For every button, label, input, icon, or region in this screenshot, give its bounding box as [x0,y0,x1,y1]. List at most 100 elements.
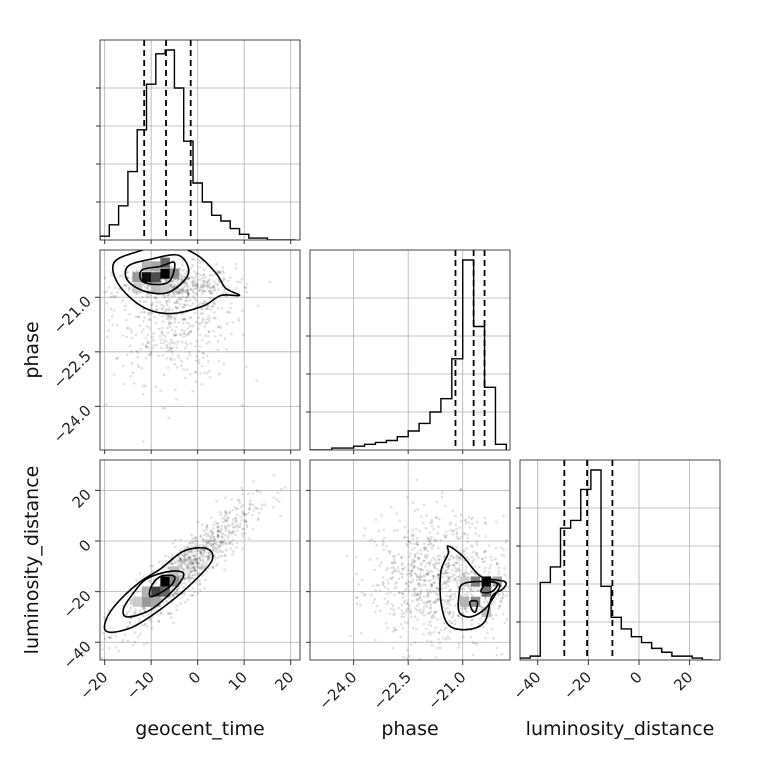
scatter-point [410,580,414,583]
scatter-point [183,272,186,275]
scatter-point [392,529,396,533]
scatter-point [389,505,393,509]
scatter-point [180,278,184,282]
scatter-point [184,299,187,303]
scatter-point [471,545,474,548]
scatter-point [215,262,219,266]
scatter-point [177,555,181,558]
scatter-point [396,566,400,570]
scatter-point [413,591,417,595]
scatter-point [385,602,389,606]
y-tick-label: −21.0 [50,292,95,337]
scatter-point [419,591,422,594]
scatter-point [167,314,171,318]
scatter-point [381,583,385,587]
scatter-point [432,563,435,566]
scatter-point [178,576,182,579]
scatter-point [140,366,144,370]
scatter-point [251,503,255,507]
scatter-point [427,612,430,615]
scatter-point [203,587,207,590]
scatter-point [394,628,397,632]
scatter-point [484,556,488,559]
scatter-point [166,566,170,569]
scatter-point [110,271,113,274]
scatter-point [175,306,178,310]
scatter-point [94,277,97,280]
scatter-point [426,573,429,576]
scatter-point [441,575,445,579]
scatter-point [435,586,438,589]
scatter-point [197,316,201,320]
scatter-point [228,512,231,515]
scatter-point [418,568,421,571]
scatter-point [483,570,486,573]
scatter-point [451,616,454,619]
contour-line [122,570,185,618]
scatter-point [210,548,214,552]
panel-geocent_time-phase-frame [99,249,301,451]
scatter-point [195,553,198,556]
scatter-point [427,561,431,565]
scatter-point [208,290,212,293]
scatter-point [200,562,203,566]
scatter-point [460,607,463,610]
scatter-point [247,507,251,511]
scatter-point [475,552,478,556]
scatter-point [202,559,205,563]
scatter-point [160,308,164,311]
scatter-point [170,295,174,298]
scatter-point [187,277,191,280]
scatter-point [470,555,474,559]
scatter-point [430,583,433,586]
scatter-point [219,540,222,544]
scatter-point [156,468,159,471]
panel-geocent_time-luminosity_distance-grid [100,460,300,660]
scatter-point [193,557,196,561]
scatter-point [230,332,233,336]
scatter-point [483,550,487,554]
scatter-point [400,575,404,579]
scatter-point [404,582,408,586]
scatter-point [427,631,431,634]
scatter-point [413,546,416,550]
scatter-point [174,342,178,346]
scatter-point [430,570,434,573]
scatter-point [409,581,413,584]
scatter-point [425,600,428,604]
scatter-point [422,622,426,626]
scatter-point [208,286,212,290]
scatter-point [356,596,359,599]
scatter-point [196,520,200,524]
scatter-point [163,406,167,410]
scatter-point [220,540,224,543]
scatter-point [388,612,392,616]
scatter-point [207,289,210,293]
scatter-point [182,289,185,292]
scatter-point [241,489,244,492]
scatter-point [226,537,230,540]
scatter-point [432,577,436,580]
scatter-point [165,302,169,305]
scatter-point [170,265,173,268]
scatter-point [487,544,491,547]
scatter-point [172,292,175,296]
scatter-point [233,526,236,529]
scatter-point [449,554,453,558]
scatter-point [272,506,275,509]
scatter-point [170,612,173,616]
scatter-point [160,330,164,334]
scatter-point [260,507,263,511]
scatter-point [218,270,222,274]
scatter-point [104,403,108,406]
scatter-point [217,534,220,538]
scatter-point [198,582,202,585]
scatter-point [433,611,437,614]
scatter-point [467,516,471,519]
scatter-point [430,591,433,594]
scatter-point [217,359,221,363]
scatter-point [459,594,463,598]
scatter-point [205,282,209,285]
y-tick-label: −24.0 [50,401,95,446]
scatter-point [205,321,208,324]
